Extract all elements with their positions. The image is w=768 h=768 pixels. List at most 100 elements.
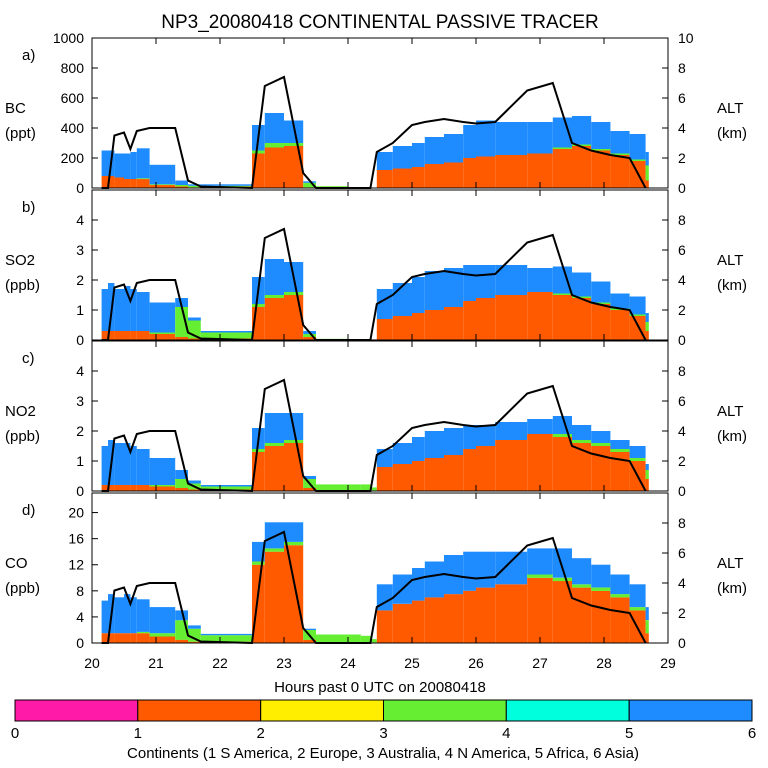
bar-orange-d-23 (463, 590, 476, 643)
bar-blue-d-5 (136, 599, 150, 632)
colorbar-tick-1: 1 (134, 725, 142, 742)
bar-orange-b-0 (101, 331, 108, 340)
bar-orange-b-26 (527, 292, 553, 340)
y-tick-label-b-4: 4 (76, 212, 84, 228)
bar-orange-d-8 (188, 641, 201, 643)
panels-group: 020040060080010000246810a)BC(ppt)ALT(km)… (5, 30, 747, 671)
bar-green-a-9 (200, 185, 252, 187)
bar-blue-a-0 (101, 150, 108, 176)
bar-orange-a-29 (591, 150, 611, 188)
colorbar-segment-2 (260, 699, 385, 722)
bar-orange-b-8 (188, 338, 201, 340)
y-tick-label-a-2: 400 (61, 120, 85, 136)
bar-blue-d-13 (303, 628, 316, 630)
bar-green-c-12 (284, 440, 304, 443)
y-tick-label-b-3: 3 (76, 242, 84, 258)
panel-a: 0 200 400 600 800 1000 0 2 4 6 8 10 a) BC (ppt) ALT (km) (5, 30, 747, 196)
bar-orange-d-1 (108, 633, 115, 643)
panel-unit-c: (ppb) (5, 428, 40, 445)
bar-blue-d-23 (463, 551, 476, 591)
bar-orange-a-23 (463, 158, 476, 188)
bar-blue-c-23 (463, 425, 476, 449)
bar-green-d-17 (370, 639, 377, 643)
bar-blue-c-0 (101, 446, 108, 485)
bar-orange-d-26 (527, 577, 553, 643)
bar-blue-b-5 (136, 292, 150, 331)
x-tick-label-8: 28 (596, 655, 612, 671)
bar-blue-b-30 (610, 293, 630, 309)
bar-orange-a-1 (108, 176, 115, 188)
x-tick-label-0: 20 (84, 655, 100, 671)
bar-orange-c-28 (572, 443, 592, 491)
y-tick-label-b-1: 1 (76, 302, 84, 318)
bar-green-b-11 (264, 295, 284, 298)
bar-blue-c-5 (136, 449, 150, 485)
bar-orange-c-27 (552, 437, 572, 491)
colorbar-tick-5: 5 (625, 725, 633, 742)
bar-orange-d-5 (136, 633, 150, 643)
bar-orange-b-21 (424, 310, 444, 340)
bar-orange-d-30 (610, 597, 630, 643)
bar-blue-d-12 (284, 522, 304, 542)
bar-green-c-9 (200, 486, 252, 490)
bar-green-b-28 (572, 296, 592, 298)
y-tick-label-a-3: 600 (61, 90, 85, 106)
bar-orange-a-3 (124, 179, 131, 188)
bar-blue-b-29 (591, 281, 611, 303)
bar-blue-d-31 (629, 584, 646, 608)
bar-blue-d-10 (252, 541, 265, 562)
bar-blue-b-31 (629, 296, 646, 315)
colorbar-segment-4 (505, 699, 630, 722)
bar-blue-d-6 (149, 607, 176, 634)
bar-orange-a-6 (149, 185, 176, 188)
bar-blue-c-20 (412, 437, 425, 461)
bar-green-d-28 (572, 584, 592, 588)
bar-orange-c-4 (130, 485, 137, 491)
bar-blue-c-31 (629, 446, 646, 458)
bar-green-c-30 (610, 449, 630, 452)
bar-orange-b-20 (412, 313, 425, 340)
bar-green-c-15 (348, 484, 361, 491)
alt-unit-b: (km) (717, 277, 747, 294)
alt-tick-label-c-0: 0 (678, 483, 686, 499)
bar-blue-b-8 (188, 317, 201, 321)
bar-green-d-30 (610, 594, 630, 598)
bar-orange-a-30 (610, 155, 630, 188)
bar-green-b-31 (629, 314, 646, 316)
x-tick-label-7: 27 (532, 655, 548, 671)
bar-blue-a-11 (264, 113, 284, 143)
bar-orange-a-22 (444, 162, 464, 188)
bar-blue-a-2 (114, 153, 124, 178)
bar-blue-d-27 (552, 548, 572, 578)
colorbar-label: Continents (1 S America, 2 Europe, 3 Aus… (127, 745, 639, 762)
alt-label-a: ALT (717, 100, 743, 117)
bar-blue-d-29 (591, 564, 611, 588)
bar-orange-b-30 (610, 310, 630, 340)
bar-orange-d-3 (124, 633, 131, 643)
bar-green-d-26 (527, 574, 553, 578)
bar-blue-c-29 (591, 431, 611, 443)
bar-green-c-27 (552, 434, 572, 437)
x-tick-label-4: 24 (340, 655, 356, 671)
alt-tick-label-a-4: 8 (678, 60, 686, 76)
x-tick-label-1: 21 (148, 655, 164, 671)
alt-tick-label-b-2: 4 (678, 272, 686, 288)
x-tick-label-5: 25 (404, 655, 420, 671)
panel-species-c: NO2 (5, 403, 36, 420)
bar-green-a-13 (303, 182, 316, 188)
bar-orange-b-12 (284, 295, 304, 340)
bar-green-d-16 (360, 635, 371, 643)
bar-green-a-6 (149, 184, 176, 186)
colorbar-tick-4: 4 (502, 725, 510, 742)
y-tick-label-c-1: 1 (76, 453, 84, 469)
bar-blue-b-26 (527, 268, 553, 292)
panel-b: 0 1 2 3 4 0 2 4 6 8 b) SO2 (ppb) ALT (km) (5, 189, 747, 348)
x-tick-label-6: 26 (468, 655, 484, 671)
panel-species-b: SO2 (5, 252, 35, 269)
alt-tick-label-a-0: 0 (678, 180, 686, 196)
bar-orange-b-29 (591, 304, 611, 340)
bar-green-c-10 (252, 449, 265, 452)
chart-title: NP3_20080418 CONTINENTAL PASSIVE TRACER (161, 12, 599, 33)
bar-orange-c-26 (527, 434, 553, 491)
